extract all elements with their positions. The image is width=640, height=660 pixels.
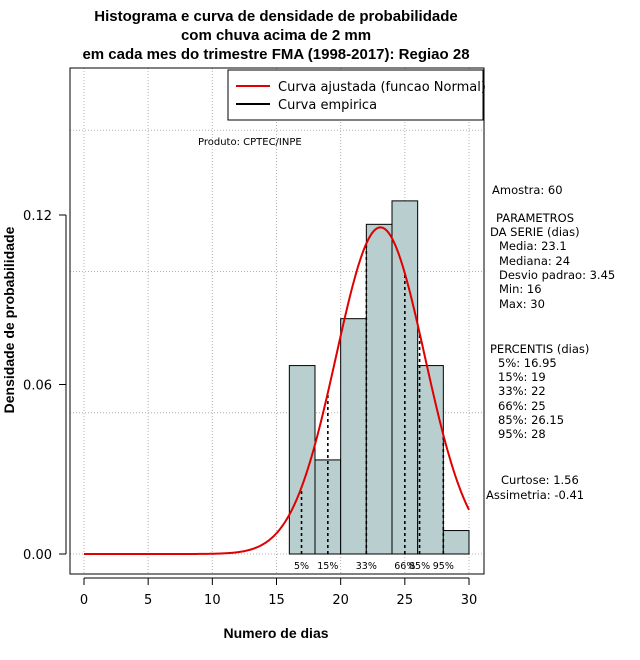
histogram-bar — [365, 223, 393, 555]
stat-p95: 95%: 28 — [498, 427, 546, 441]
stat-assimetria: Assimetria: -0.41 — [486, 488, 584, 502]
normal-curve-line — [84, 226, 470, 555]
percentile-label: 66% — [394, 561, 415, 572]
histogram-bar — [417, 365, 444, 555]
stat-p85: 85%: 26.15 — [498, 413, 564, 427]
chart-title-line-3: em cada mes do trimestre FMA (1998-2017)… — [82, 46, 469, 63]
stat-percentis-title: PERCENTIS (dias) — [490, 342, 589, 356]
y-tick-label: 0.00 — [23, 548, 52, 563]
legend-label-empirical: Curva empirica — [278, 98, 377, 113]
plot-frame — [69, 67, 485, 575]
percentile-label: 85% — [409, 561, 430, 572]
x-axis-label: Numero de dias — [223, 625, 328, 641]
stat-params-title-2: DA SERIE (dias) — [490, 225, 580, 239]
stat-p5: 5%: 16.95 — [498, 356, 557, 370]
x-tick-label: 25 — [397, 593, 414, 608]
x-tick-label: 15 — [268, 593, 285, 608]
stat-params-title-1: PARAMETROS — [496, 211, 574, 225]
percentile-label: 33% — [356, 561, 377, 572]
y-tick-label: 0.12 — [23, 209, 52, 224]
normal-curve — [84, 226, 470, 555]
stat-p66: 66%: 25 — [498, 399, 546, 413]
histogram-bar — [442, 530, 470, 555]
x-tick-label: 5 — [144, 593, 152, 608]
stat-mediana: Mediana: 24 — [499, 254, 570, 268]
stat-p33: 33%: 22 — [498, 384, 546, 398]
percentile-label: 15% — [317, 561, 338, 572]
x-tick-label: 20 — [332, 593, 349, 608]
stat-media: Media: 23.1 — [499, 239, 567, 253]
percentile-label: 95% — [433, 561, 454, 572]
stat-p15: 15%: 19 — [498, 370, 546, 384]
axes: 0 5 10 15 20 25 30 0.00 0.06 0.12 — [23, 209, 477, 608]
product-annotation: Produto: CPTEC/INPE — [198, 137, 302, 148]
x-tick-label: 0 — [80, 593, 88, 608]
percentile-lines: 5% 15% 33% 66%85% 95% — [294, 243, 454, 572]
x-tick-label: 30 — [461, 593, 478, 608]
stat-amostra: Amostra: 60 — [492, 183, 563, 197]
chart-title-line-2: com chuva acima de 2 mm — [181, 27, 371, 44]
stat-min: Min: 16 — [499, 282, 542, 296]
stat-desvio: Desvio padrao: 3.45 — [499, 268, 615, 282]
legend-label-normal: Curva ajustada (funcao Normal) — [278, 80, 486, 95]
y-tick-label: 0.06 — [23, 379, 52, 394]
chart-title-line-1: Histograma e curva de densidade de proba… — [94, 8, 457, 25]
histogram-bars — [288, 200, 470, 555]
stat-curtose: Curtose: 1.56 — [501, 473, 579, 487]
y-axis-label: Densidade de probabilidade — [1, 226, 17, 413]
x-tick-label: 10 — [204, 593, 221, 608]
percentile-label: 5% — [294, 561, 309, 572]
stats-panel: Amostra: 60 PARAMETROS DA SERIE (dias) M… — [486, 183, 615, 502]
stat-max: Max: 30 — [499, 297, 545, 311]
legend-box — [227, 69, 484, 121]
legend: Curva ajustada (funcao Normal) Curva emp… — [227, 69, 486, 121]
histogram-bar — [340, 318, 367, 555]
